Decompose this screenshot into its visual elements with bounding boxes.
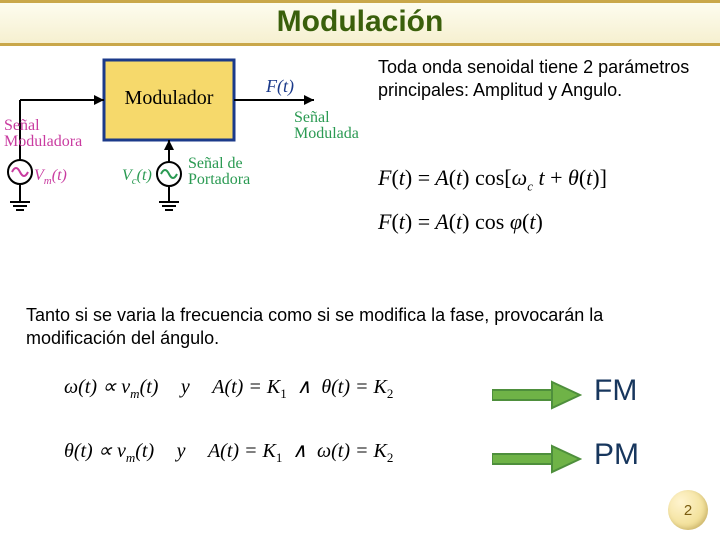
pm-lhs: θ(t) ∝ vm(t) (64, 440, 154, 462)
fm-and-1: y (181, 376, 190, 398)
modulator-diagram: Modulador Señal Moduladora Vm(t) Vc(t) S… (4, 52, 364, 242)
main-equations: F(t) = A(t) cos[ωc t + θ(t)] F(t) = A(t)… (378, 156, 607, 244)
sig-mod-label-1: Señal (4, 117, 40, 134)
mid-paragraph: Tanto si se varia la frecuencia como si … (26, 304, 696, 351)
sig-out-label-1: Señal (294, 109, 330, 126)
out-label: F(t) (265, 76, 294, 97)
sig-mod-label-2: Moduladora (4, 133, 82, 150)
equation-1: F(t) = A(t) cos[ωc t + θ(t)] (378, 156, 607, 200)
pm-and-1: y (177, 440, 186, 462)
sig-port-label-1: Señal de (188, 155, 243, 172)
pm-row: θ(t) ∝ vm(t) y A(t) = K1 ∧ ω(t) = K2 PM (64, 438, 704, 488)
slide-title: Modulación (277, 5, 444, 38)
equation-2: F(t) = A(t) cos φ(t) (378, 200, 607, 244)
fm-rhs: A(t) = K1 ∧ θ(t) = K2 (212, 376, 393, 398)
pm-rhs: A(t) = K1 ∧ ω(t) = K2 (208, 440, 393, 462)
block-label: Modulador (125, 87, 214, 109)
fm-row: ω(t) ∝ vm(t) y A(t) = K1 ∧ θ(t) = K2 FM (64, 374, 704, 424)
vc-label: Vc(t) (122, 167, 152, 187)
page-number: 2 (684, 502, 692, 519)
arrow-icon (492, 380, 582, 410)
slide-body: Modulador Señal Moduladora Vm(t) Vc(t) S… (0, 46, 720, 540)
pm-label: PM (594, 438, 639, 472)
vm-label: Vm(t) (34, 167, 67, 187)
page-number-badge: 2 (668, 490, 708, 530)
arrow-icon (492, 444, 582, 474)
title-bar: Modulación (0, 0, 720, 46)
fm-lhs: ω(t) ∝ vm(t) (64, 376, 158, 398)
sig-out-label-2: Modulada (294, 125, 359, 142)
sig-port-label-2: Portadora (188, 171, 250, 188)
fm-label: FM (594, 374, 637, 408)
intro-text: Toda onda senoidal tiene 2 parámetros pr… (378, 56, 698, 101)
